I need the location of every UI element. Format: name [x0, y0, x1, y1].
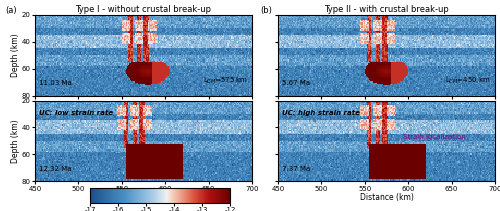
- Text: L$_{CM}$=450 km: L$_{CM}$=450 km: [445, 76, 490, 86]
- Text: UC: low strain rate: UC: low strain rate: [40, 110, 114, 116]
- Text: (b): (b): [260, 6, 272, 15]
- Text: 11.03 Ma: 11.03 Ma: [40, 80, 72, 86]
- Text: 7.37 Ma: 7.37 Ma: [282, 166, 310, 172]
- Title: Type II - with crustal break-up: Type II - with crustal break-up: [324, 5, 449, 14]
- Y-axis label: Depth (km): Depth (km): [12, 33, 20, 77]
- Text: 12.32 Ma: 12.32 Ma: [40, 166, 72, 172]
- Text: UC: high strain rate: UC: high strain rate: [282, 110, 360, 116]
- X-axis label: Distance (km): Distance (km): [116, 193, 170, 202]
- X-axis label: Distance (km): Distance (km): [360, 193, 414, 202]
- Text: (a): (a): [5, 6, 16, 15]
- Title: Type I - without crustal break-up: Type I - without crustal break-up: [76, 5, 212, 14]
- Text: L$_{CM}$=575 km: L$_{CM}$=575 km: [202, 76, 248, 86]
- Y-axis label: Depth (km): Depth (km): [12, 119, 20, 163]
- Text: Strain localization: Strain localization: [403, 134, 466, 140]
- Text: 5.67 Ma: 5.67 Ma: [282, 80, 310, 86]
